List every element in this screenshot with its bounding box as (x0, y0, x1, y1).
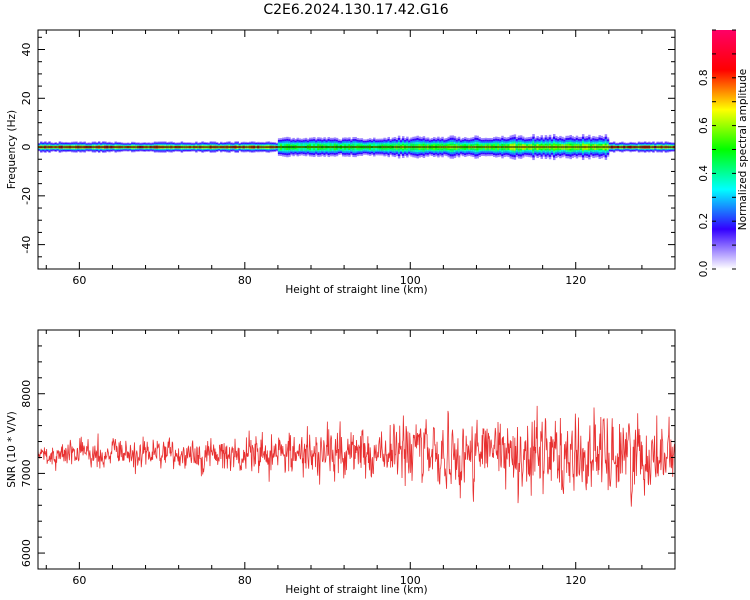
colorbar-tick-label: 0.8 (698, 69, 710, 86)
spectrogram-ticks: 60 80 100 120 40 20 0 -20 -40 (20, 30, 676, 287)
y-tick-label: 7000 (20, 459, 33, 487)
x-tick-label: 80 (238, 274, 252, 287)
x-tick-label: 60 (72, 274, 86, 287)
snr-ticks: 60 80 100 120 6000 7000 8000 (20, 329, 676, 587)
figure-title: C2E6.2024.130.17.42.G16 (263, 2, 448, 18)
x-tick-label: 120 (565, 574, 586, 587)
x-tick-label: 60 (72, 574, 86, 587)
colorbar-label: Normalized spectral amplitude (737, 69, 749, 230)
spectrogram-y-axis-label: Frequency (Hz) (6, 110, 18, 189)
y-tick-label: 20 (20, 91, 33, 105)
x-tick-label: 100 (400, 274, 421, 287)
snr-x-axis-label: Height of straight line (km) (285, 584, 427, 596)
colorbar-tick-label: 0.0 (698, 261, 710, 278)
spectrogram-x-axis-label: Height of straight line (km) (285, 284, 427, 296)
spectrogram-frame (37, 29, 676, 270)
colorbar-ticks: 0.0 0.2 0.4 0.6 0.8 (698, 29, 736, 278)
y-tick-label: 0 (20, 144, 33, 151)
y-tick-label: 8000 (20, 380, 33, 408)
colorbar-tick-label: 0.2 (698, 213, 710, 230)
y-tick-label: 6000 (20, 539, 33, 567)
x-tick-label: 80 (238, 574, 252, 587)
y-tick-label: -20 (20, 187, 33, 205)
colorbar-tick-label: 0.4 (698, 165, 710, 182)
colorbar-tick-label: 0.6 (698, 117, 710, 134)
snr-series-line (37, 405, 676, 507)
y-tick-label: 40 (20, 43, 33, 57)
snr-y-axis-label: SNR (10 * V/V) (6, 411, 18, 488)
x-tick-label: 100 (400, 574, 421, 587)
spectrogram-panel: 60 80 100 120 40 20 0 -20 -40 Height of straight… (6, 29, 676, 296)
snr-frame (37, 329, 676, 570)
y-tick-label: -40 (20, 236, 33, 254)
x-tick-label: 120 (565, 274, 586, 287)
snr-panel: 60 80 100 120 6000 7000 8000 Height of straigh… (6, 329, 676, 596)
colorbar: 0.0 0.2 0.4 0.6 0.8 Normalized spectral ampl… (698, 29, 749, 278)
